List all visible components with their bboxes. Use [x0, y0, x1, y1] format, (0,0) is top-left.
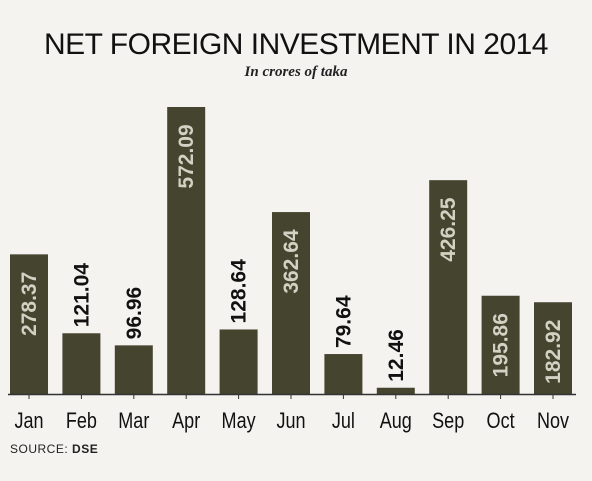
x-tick-label-aug: Aug [380, 409, 412, 433]
x-tick-label-may: May [222, 409, 257, 433]
value-label-nov: 182.92 [542, 320, 565, 384]
bar-feb [62, 333, 101, 394]
bar-aug [376, 387, 415, 394]
value-label-sep: 426.25 [437, 197, 460, 262]
value-label-aug: 12.46 [385, 329, 408, 382]
bar-jun [272, 212, 310, 394]
value-label-jan: 278.37 [18, 272, 41, 336]
bar-nov [534, 302, 572, 394]
x-tick-label-jan: Jan [14, 409, 43, 433]
source-value: DSE [72, 442, 99, 456]
x-tick-label-nov: Nov [537, 409, 569, 433]
bar-may [219, 329, 258, 394]
bar-jul [324, 354, 363, 394]
bar-apr [167, 107, 206, 394]
source-note: SOURCE: DSE [10, 442, 98, 456]
x-tick-label-jun: Jun [276, 409, 305, 433]
x-tick-label-mar: Mar [118, 409, 149, 433]
bar-sep [429, 180, 468, 394]
x-tick-label-oct: Oct [487, 409, 515, 433]
x-tick-label-jul: Jul [332, 409, 355, 433]
value-label-oct: 195.86 [490, 313, 513, 377]
value-label-apr: 572.09 [175, 124, 198, 188]
source-label: SOURCE: [10, 442, 69, 456]
x-tick-label-sep: Sep [432, 409, 464, 433]
bar-jan [10, 254, 48, 394]
bar-mar [114, 345, 153, 394]
bar-oct [481, 295, 520, 394]
value-label-mar: 96.96 [123, 287, 146, 340]
value-label-feb: 121.04 [70, 263, 93, 328]
value-label-may: 128.64 [228, 259, 251, 324]
x-tick-label-apr: Apr [172, 409, 200, 433]
value-label-jul: 79.64 [332, 295, 355, 348]
value-label-jun: 362.64 [280, 229, 303, 294]
chart-subtitle: In crores of taka [244, 64, 348, 80]
x-tick-label-feb: Feb [66, 409, 97, 433]
chart-title: NET FOREIGN INVESTMENT IN 2014 [43, 28, 549, 61]
